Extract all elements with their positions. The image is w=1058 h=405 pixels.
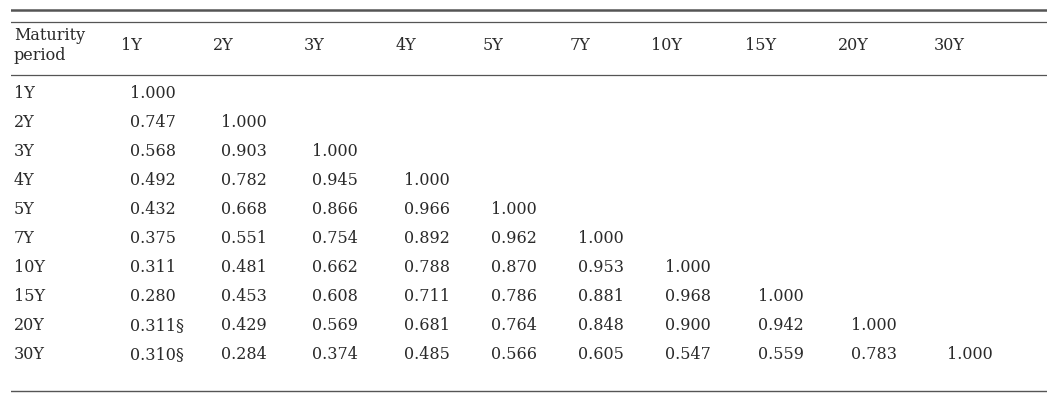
- Text: 0.492: 0.492: [130, 172, 176, 189]
- Text: 2Y: 2Y: [14, 114, 35, 131]
- Text: 1.000: 1.000: [852, 317, 897, 334]
- Text: 0.903: 0.903: [221, 143, 267, 160]
- Text: 1.000: 1.000: [947, 345, 992, 362]
- Text: 0.481: 0.481: [221, 259, 267, 276]
- Text: 0.968: 0.968: [664, 288, 711, 305]
- Text: 0.764: 0.764: [491, 317, 536, 334]
- Text: 1Y: 1Y: [14, 85, 35, 102]
- Text: 0.953: 0.953: [578, 259, 624, 276]
- Text: 0.551: 0.551: [221, 230, 267, 247]
- Text: 0.284: 0.284: [221, 345, 267, 362]
- Text: 0.311: 0.311: [130, 259, 176, 276]
- Text: 1Y: 1Y: [122, 37, 143, 54]
- Text: 0.747: 0.747: [130, 114, 176, 131]
- Text: 0.432: 0.432: [130, 201, 176, 218]
- Text: 10Y: 10Y: [14, 259, 44, 276]
- Text: 0.782: 0.782: [221, 172, 267, 189]
- Text: 0.866: 0.866: [312, 201, 359, 218]
- Text: 10Y: 10Y: [652, 37, 682, 54]
- Text: 0.881: 0.881: [578, 288, 624, 305]
- Text: 0.566: 0.566: [491, 345, 536, 362]
- Text: 0.605: 0.605: [578, 345, 623, 362]
- Text: 0.848: 0.848: [578, 317, 623, 334]
- Text: 1.000: 1.000: [578, 230, 623, 247]
- Text: 3Y: 3Y: [304, 37, 325, 54]
- Text: 1.000: 1.000: [312, 143, 358, 160]
- Text: 0.453: 0.453: [221, 288, 267, 305]
- Text: 20Y: 20Y: [838, 37, 869, 54]
- Text: 5Y: 5Y: [482, 37, 504, 54]
- Text: 0.280: 0.280: [130, 288, 176, 305]
- Text: 0.870: 0.870: [491, 259, 536, 276]
- Text: 4Y: 4Y: [14, 172, 35, 189]
- Text: 20Y: 20Y: [14, 317, 44, 334]
- Text: 0.900: 0.900: [664, 317, 711, 334]
- Text: 0.786: 0.786: [491, 288, 536, 305]
- Text: 0.783: 0.783: [852, 345, 897, 362]
- Text: 0.375: 0.375: [130, 230, 176, 247]
- Text: 1.000: 1.000: [403, 172, 450, 189]
- Text: 0.569: 0.569: [312, 317, 359, 334]
- Text: 0.668: 0.668: [221, 201, 267, 218]
- Text: 0.711: 0.711: [403, 288, 450, 305]
- Text: 3Y: 3Y: [14, 143, 35, 160]
- Text: 5Y: 5Y: [14, 201, 35, 218]
- Text: 0.681: 0.681: [403, 317, 450, 334]
- Text: 0.662: 0.662: [312, 259, 359, 276]
- Text: 0.608: 0.608: [312, 288, 359, 305]
- Text: 1.000: 1.000: [664, 259, 711, 276]
- Text: 7Y: 7Y: [569, 37, 590, 54]
- Text: 1.000: 1.000: [130, 85, 176, 102]
- Text: 1.000: 1.000: [221, 114, 267, 131]
- Text: 0.485: 0.485: [403, 345, 450, 362]
- Text: 0.568: 0.568: [130, 143, 176, 160]
- Text: 1.000: 1.000: [759, 288, 804, 305]
- Text: 0.429: 0.429: [221, 317, 267, 334]
- Text: 7Y: 7Y: [14, 230, 35, 247]
- Text: 0.788: 0.788: [403, 259, 450, 276]
- Text: Maturity
period: Maturity period: [14, 27, 85, 64]
- Text: 4Y: 4Y: [396, 37, 416, 54]
- Text: 0.966: 0.966: [403, 201, 450, 218]
- Text: 0.559: 0.559: [759, 345, 804, 362]
- Text: 0.547: 0.547: [664, 345, 711, 362]
- Text: 15Y: 15Y: [745, 37, 776, 54]
- Text: 0.962: 0.962: [491, 230, 536, 247]
- Text: 0.892: 0.892: [403, 230, 450, 247]
- Text: 2Y: 2Y: [213, 37, 234, 54]
- Text: 0.310§: 0.310§: [130, 345, 184, 362]
- Text: 30Y: 30Y: [14, 345, 44, 362]
- Text: 0.945: 0.945: [312, 172, 359, 189]
- Text: 0.374: 0.374: [312, 345, 359, 362]
- Text: 0.942: 0.942: [759, 317, 804, 334]
- Text: 0.311§: 0.311§: [130, 317, 184, 334]
- Text: 0.754: 0.754: [312, 230, 359, 247]
- Text: 1.000: 1.000: [491, 201, 536, 218]
- Text: 15Y: 15Y: [14, 288, 44, 305]
- Text: 30Y: 30Y: [933, 37, 965, 54]
